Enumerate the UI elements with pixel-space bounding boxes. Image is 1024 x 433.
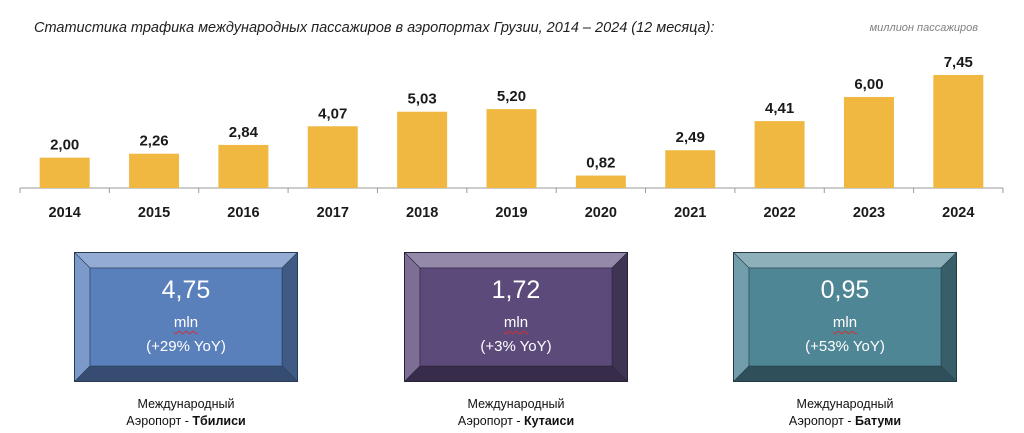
caption-line1: Международный bbox=[467, 397, 565, 411]
data-label: 5,03 bbox=[408, 91, 437, 108]
bar bbox=[754, 121, 805, 188]
unit-label: миллион пассажиров bbox=[869, 22, 978, 34]
data-label: 6,00 bbox=[854, 76, 883, 93]
airport-name: Кутаиси bbox=[524, 414, 575, 428]
tile-face bbox=[89, 267, 283, 367]
bar bbox=[218, 144, 269, 188]
tile-batumi: 0,95 mln (+53% YoY) bbox=[733, 252, 957, 382]
data-label: 2,84 bbox=[229, 124, 259, 141]
chart-title: Статистика трафика международных пассажи… bbox=[34, 20, 715, 36]
tile-outline bbox=[733, 252, 957, 382]
tile-frame bbox=[404, 252, 628, 382]
tile-tbilisi: 4,75 mln (+29% YoY) bbox=[74, 252, 298, 382]
tile-yoy: (+3% YoY) bbox=[480, 338, 552, 355]
tile-kutaisi: 1,72 mln (+3% YoY) bbox=[404, 252, 628, 382]
tile-frame bbox=[733, 252, 957, 382]
tile-value: 4,75 bbox=[161, 276, 211, 304]
x-tick-label: 2018 bbox=[406, 205, 438, 221]
caption-kutaisi: Международный Аэропорт - Кутаиси bbox=[396, 396, 636, 430]
bar bbox=[933, 75, 984, 188]
tile-face bbox=[748, 267, 942, 367]
bar bbox=[575, 175, 626, 188]
bar bbox=[397, 111, 448, 188]
data-label: 2,00 bbox=[50, 137, 79, 154]
tile-outline bbox=[404, 252, 628, 382]
x-tick-label: 2021 bbox=[674, 205, 706, 221]
x-tick-label: 2016 bbox=[227, 205, 259, 221]
bar bbox=[307, 126, 358, 188]
caption-line1: Международный bbox=[137, 397, 235, 411]
data-label: 5,20 bbox=[497, 88, 526, 105]
caption-prefix: Аэропорт - bbox=[126, 414, 193, 428]
tile-frame bbox=[74, 252, 298, 382]
tile-unit: mln bbox=[832, 314, 858, 331]
bar bbox=[129, 153, 180, 188]
caption-line1: Международный bbox=[796, 397, 894, 411]
bar bbox=[843, 96, 894, 188]
data-label: 2,26 bbox=[139, 133, 168, 150]
bar-chart: 2,00 2014 2,26 2015 2,84 2016 4,07 2017 5,03 2018… bbox=[19, 54, 1004, 221]
tile-face bbox=[419, 267, 613, 367]
bar bbox=[486, 109, 537, 188]
x-tick-label: 2014 bbox=[49, 205, 81, 221]
x-tick-label: 2022 bbox=[763, 205, 795, 221]
bar bbox=[665, 150, 716, 188]
data-label: 2,49 bbox=[676, 129, 705, 146]
caption-tbilisi: Международный Аэропорт - Тбилиси bbox=[66, 396, 306, 430]
caption-batumi: Международный Аэропорт - Батуми bbox=[725, 396, 965, 430]
tile-yoy: (+29% YoY) bbox=[146, 338, 226, 355]
caption-prefix: Аэропорт - bbox=[788, 414, 856, 428]
x-tick-label: 2017 bbox=[317, 205, 349, 221]
x-tick-label: 2024 bbox=[942, 205, 974, 221]
tile-unit: mln bbox=[503, 314, 529, 331]
caption-prefix: Аэропорт - bbox=[457, 414, 524, 428]
tile-value: 1,72 bbox=[491, 276, 541, 304]
airport-name: Тбилиси bbox=[192, 414, 246, 428]
tile-unit: mln bbox=[173, 314, 199, 331]
x-tick-label: 2020 bbox=[585, 205, 617, 221]
data-label: 0,82 bbox=[586, 155, 615, 172]
airport-name: Батуми bbox=[855, 414, 902, 428]
data-label: 7,45 bbox=[944, 54, 973, 71]
data-label: 4,07 bbox=[318, 105, 347, 122]
data-label: 4,41 bbox=[765, 100, 794, 117]
x-tick-label: 2023 bbox=[853, 205, 885, 221]
x-tick-label: 2019 bbox=[495, 205, 527, 221]
bar bbox=[39, 157, 90, 188]
tile-yoy: (+53% YoY) bbox=[805, 338, 885, 355]
tile-outline bbox=[74, 252, 298, 382]
x-tick-label: 2015 bbox=[138, 205, 170, 221]
tile-value: 0,95 bbox=[820, 276, 870, 304]
